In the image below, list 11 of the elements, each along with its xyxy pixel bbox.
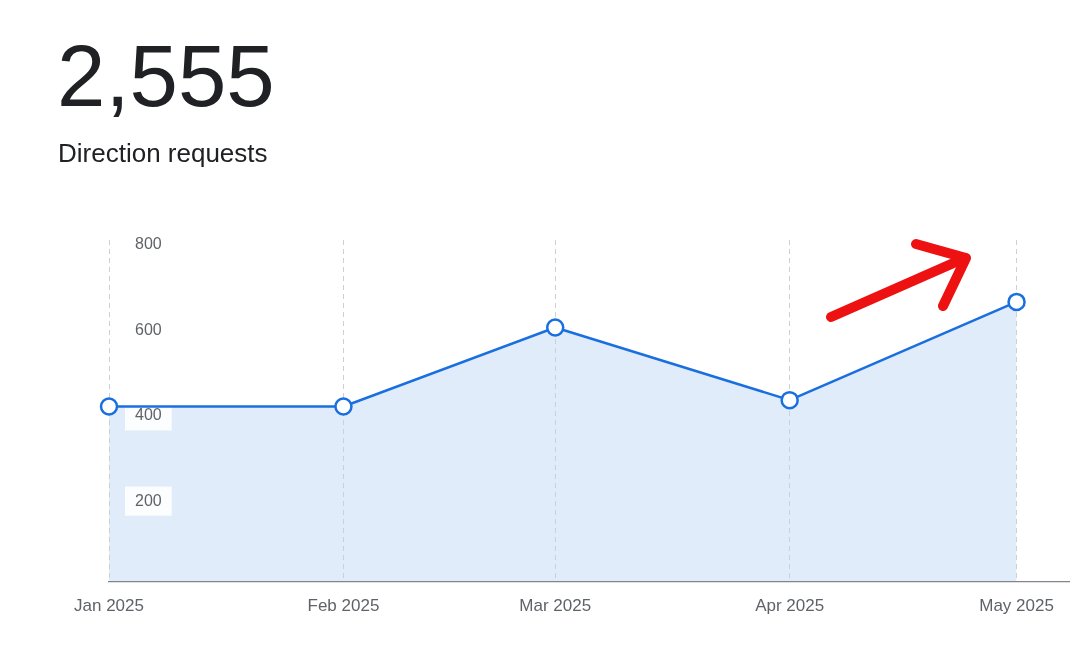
x-tick-label: Jan 2025 [74, 596, 144, 616]
x-tick-label: Apr 2025 [755, 596, 825, 616]
x-tick-label: May 2025 [979, 596, 1054, 616]
chart-subtitle: Direction requests [58, 138, 268, 170]
y-tick-label: 200 [135, 491, 162, 509]
x-tick-label: Feb 2025 [307, 596, 380, 616]
y-tick-label: 400 [135, 406, 162, 424]
chart-title: 2,555 [57, 27, 275, 124]
y-tick-label: 600 [135, 320, 162, 338]
x-tick-label: Mar 2025 [519, 596, 592, 616]
y-tick-label: 800 [135, 235, 162, 253]
